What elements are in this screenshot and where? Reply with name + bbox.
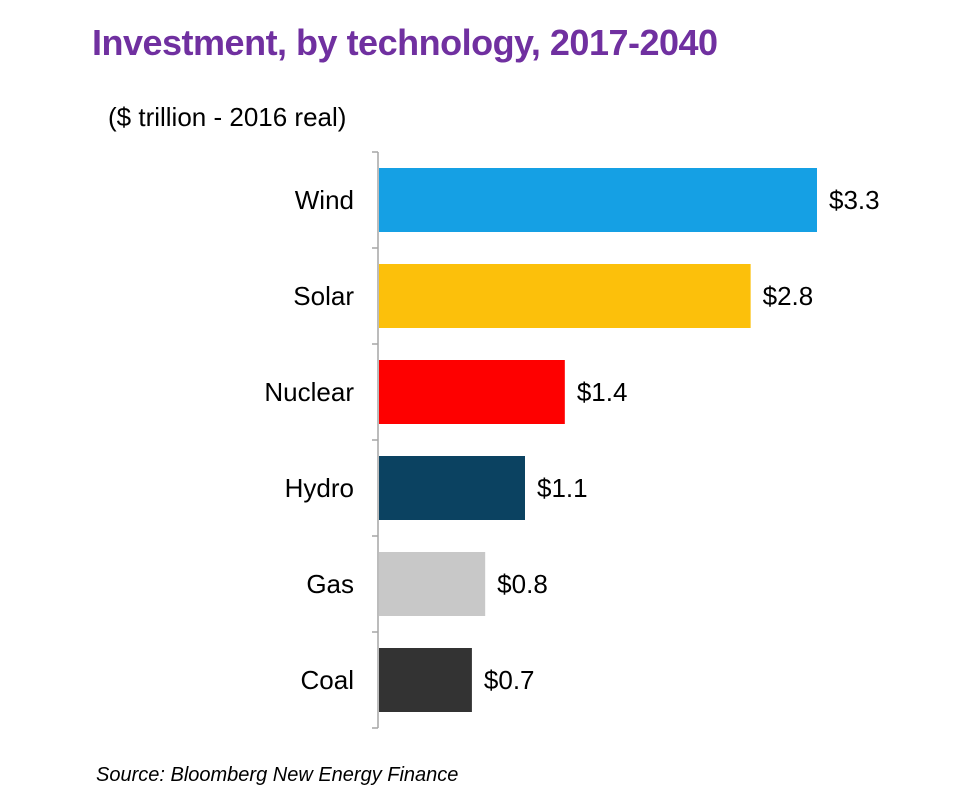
bar-solar bbox=[379, 264, 751, 328]
category-label-hydro: Hydro bbox=[285, 473, 354, 503]
labels: Wind $3.3 Solar $2.8 Nuclear $1.4 Hydro $1.1 Gas… bbox=[264, 185, 879, 695]
value-label-nuclear: $1.4 bbox=[577, 377, 628, 407]
value-label-solar: $2.8 bbox=[763, 281, 814, 311]
category-axis bbox=[372, 151, 379, 729]
bar-hydro bbox=[379, 456, 525, 520]
bar-gas bbox=[379, 552, 486, 616]
value-label-gas: $0.8 bbox=[497, 569, 548, 599]
category-label-coal: Coal bbox=[301, 665, 354, 695]
unit-label: ($ trillion - 2016 real) bbox=[108, 102, 347, 132]
bar-nuclear bbox=[379, 360, 565, 424]
value-label-wind: $3.3 bbox=[829, 185, 880, 215]
chart-title: Investment, by technology, 2017-2040 bbox=[92, 22, 718, 63]
category-label-nuclear: Nuclear bbox=[264, 377, 354, 407]
value-label-coal: $0.7 bbox=[484, 665, 535, 695]
value-label-hydro: $1.1 bbox=[537, 473, 588, 503]
category-label-wind: Wind bbox=[295, 185, 354, 215]
bars bbox=[379, 168, 817, 712]
bar-coal bbox=[379, 648, 472, 712]
category-label-gas: Gas bbox=[306, 569, 354, 599]
source-note: Source: Bloomberg New Energy Finance bbox=[96, 764, 459, 786]
bar-wind bbox=[379, 168, 817, 232]
category-label-solar: Solar bbox=[293, 281, 354, 311]
